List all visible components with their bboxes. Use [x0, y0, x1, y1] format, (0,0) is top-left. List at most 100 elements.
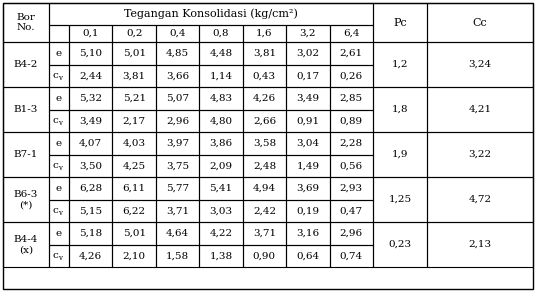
- Text: B4-2: B4-2: [14, 60, 38, 69]
- Bar: [49, 199, 69, 222]
- Text: 0,90: 0,90: [253, 251, 276, 260]
- Bar: [199, 42, 243, 65]
- Text: 0,56: 0,56: [340, 161, 363, 170]
- Bar: [3, 177, 49, 222]
- Text: e: e: [56, 49, 62, 58]
- Bar: [49, 177, 69, 199]
- Text: B1-3: B1-3: [14, 105, 38, 114]
- Bar: [286, 154, 330, 177]
- Text: 4,07: 4,07: [79, 139, 102, 148]
- Text: 4,83: 4,83: [210, 94, 233, 103]
- Text: 4,64: 4,64: [166, 229, 189, 238]
- Bar: [373, 87, 427, 132]
- Bar: [69, 154, 113, 177]
- Text: 2,42: 2,42: [253, 206, 276, 215]
- Text: Cc: Cc: [473, 18, 487, 27]
- Text: 5,01: 5,01: [123, 229, 146, 238]
- Bar: [286, 87, 330, 110]
- Text: 6,28: 6,28: [79, 184, 102, 193]
- Bar: [199, 222, 243, 244]
- Text: e: e: [56, 229, 62, 238]
- Bar: [3, 3, 49, 42]
- Text: 4,48: 4,48: [210, 49, 233, 58]
- Text: 5,10: 5,10: [79, 49, 102, 58]
- Bar: [156, 177, 199, 199]
- Bar: [69, 177, 113, 199]
- Text: 2,17: 2,17: [123, 116, 146, 125]
- Bar: [3, 42, 49, 87]
- Bar: [286, 132, 330, 154]
- Text: 4,94: 4,94: [253, 184, 276, 193]
- Bar: [330, 199, 373, 222]
- Bar: [373, 177, 427, 222]
- Bar: [49, 154, 69, 177]
- Text: 1,58: 1,58: [166, 251, 189, 260]
- Text: 4,21: 4,21: [468, 105, 492, 114]
- Bar: [49, 244, 69, 267]
- Text: 1,2: 1,2: [392, 60, 408, 69]
- Text: 5,21: 5,21: [123, 94, 146, 103]
- Bar: [69, 132, 113, 154]
- Text: 5,18: 5,18: [79, 229, 102, 238]
- Bar: [113, 110, 156, 132]
- Text: 0,64: 0,64: [296, 251, 319, 260]
- Text: 4,80: 4,80: [210, 116, 233, 125]
- Bar: [330, 244, 373, 267]
- Bar: [373, 132, 427, 177]
- Text: 6,22: 6,22: [123, 206, 146, 215]
- Text: 0,89: 0,89: [340, 116, 363, 125]
- Bar: [427, 177, 533, 222]
- Text: 3,03: 3,03: [210, 206, 233, 215]
- Bar: [113, 199, 156, 222]
- Text: 0,4: 0,4: [169, 29, 186, 38]
- Text: 0,17: 0,17: [296, 71, 319, 80]
- Bar: [427, 87, 533, 132]
- Text: 1,9: 1,9: [392, 150, 408, 159]
- Text: e: e: [56, 94, 62, 103]
- Text: 2,85: 2,85: [340, 94, 363, 103]
- Bar: [156, 87, 199, 110]
- Text: 5,41: 5,41: [210, 184, 233, 193]
- Text: Tegangan Konsolidasi (kg/cm²): Tegangan Konsolidasi (kg/cm²): [124, 9, 298, 19]
- Bar: [69, 25, 113, 42]
- Bar: [113, 222, 156, 244]
- Text: e: e: [56, 184, 62, 193]
- Bar: [156, 110, 199, 132]
- Bar: [286, 199, 330, 222]
- Bar: [156, 222, 199, 244]
- Bar: [199, 244, 243, 267]
- Bar: [243, 132, 286, 154]
- Text: 5,77: 5,77: [166, 184, 189, 193]
- Text: c: c: [52, 251, 58, 260]
- Text: c: c: [52, 206, 58, 215]
- Bar: [427, 42, 533, 87]
- Bar: [199, 199, 243, 222]
- Text: 2,93: 2,93: [340, 184, 363, 193]
- Text: 3,04: 3,04: [296, 139, 319, 148]
- Bar: [286, 177, 330, 199]
- Text: 6,4: 6,4: [343, 29, 360, 38]
- Bar: [3, 222, 49, 267]
- Text: 6,11: 6,11: [123, 184, 146, 193]
- Text: 3,50: 3,50: [79, 161, 102, 170]
- Text: 3,2: 3,2: [300, 29, 316, 38]
- Bar: [199, 154, 243, 177]
- Bar: [113, 177, 156, 199]
- Text: Pc: Pc: [393, 18, 407, 27]
- Bar: [199, 110, 243, 132]
- Bar: [330, 177, 373, 199]
- Text: 1,6: 1,6: [256, 29, 273, 38]
- Text: 0,26: 0,26: [340, 71, 363, 80]
- Bar: [113, 25, 156, 42]
- Bar: [243, 244, 286, 267]
- Text: 3,16: 3,16: [296, 229, 319, 238]
- Text: 3,75: 3,75: [166, 161, 189, 170]
- Bar: [243, 199, 286, 222]
- Text: 3,81: 3,81: [123, 71, 146, 80]
- Bar: [330, 132, 373, 154]
- Bar: [243, 87, 286, 110]
- Text: 3,02: 3,02: [296, 49, 319, 58]
- Bar: [69, 42, 113, 65]
- Bar: [286, 25, 330, 42]
- Text: 3,24: 3,24: [468, 60, 492, 69]
